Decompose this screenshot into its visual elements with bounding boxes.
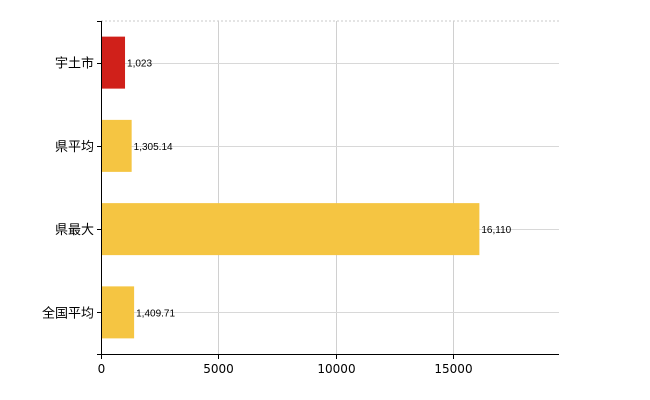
bar-3 [101,203,480,256]
data-label-3: 16,110 [481,225,511,236]
bar-2 [101,119,132,172]
labels: 1,023 1,305.14 16,110 1,409.71 宇土市県平均県最大全国平均… [42,56,512,376]
x-tick-label: 0 [98,362,106,376]
category-label-3: 県最大 [55,223,94,238]
bar-4 [101,286,135,339]
data-label-4: 1,409.71 [136,308,175,319]
category-label-2: 県平均 [55,140,94,155]
bars [101,36,480,339]
x-tick-label: 15000 [434,362,472,376]
x-tick-label: 5000 [203,362,234,376]
bar-1 [101,36,126,89]
data-label-1: 1,023 [127,59,152,70]
gridlines [101,20,559,354]
axes [97,21,559,359]
x-tick-label: 10000 [317,362,355,376]
category-label-1: 宇土市 [55,56,94,72]
category-label-4: 全国平均 [42,305,94,321]
data-label-2: 1,305.14 [134,142,173,153]
